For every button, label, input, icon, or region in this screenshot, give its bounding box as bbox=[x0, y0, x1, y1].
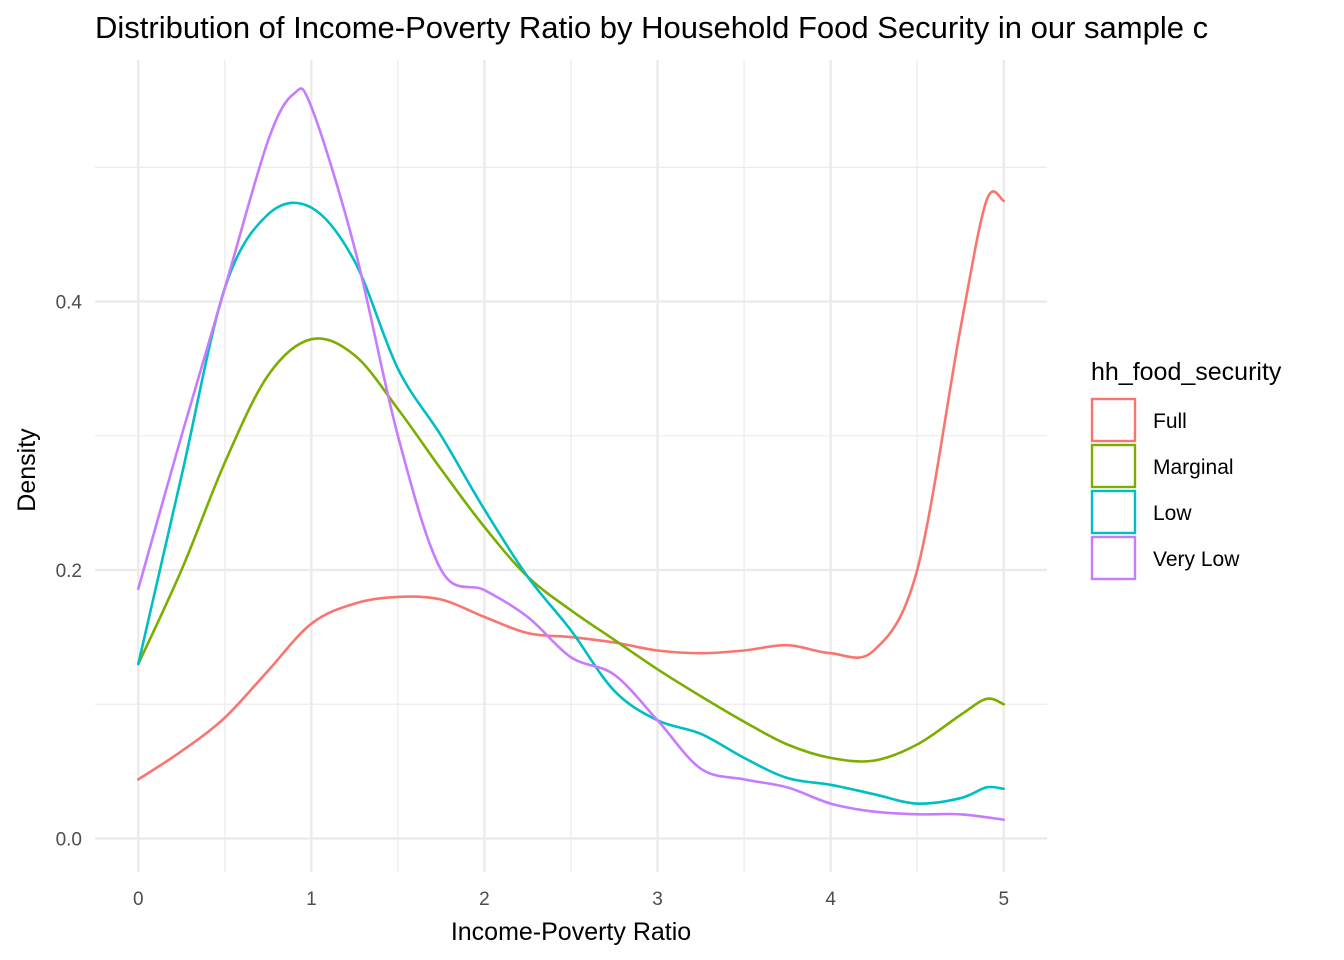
minor-gridlines bbox=[95, 60, 1047, 872]
series-lines bbox=[137, 87, 1005, 821]
density-line-marginal bbox=[137, 337, 1005, 763]
x-tick-label: 1 bbox=[306, 889, 317, 910]
legend-label-low: Low bbox=[1153, 502, 1192, 525]
y-tick-label: 0.4 bbox=[56, 293, 83, 314]
density-line-low bbox=[137, 201, 1005, 805]
legend-label-very-low: Very Low bbox=[1153, 548, 1240, 571]
legend-key-low: Low bbox=[1090, 489, 1192, 535]
legend: hh_food_security Full Marginal Low Very Low bbox=[1090, 358, 1282, 581]
major-gridlines bbox=[95, 60, 1047, 872]
x-tick-label: 3 bbox=[652, 889, 663, 910]
density-line-very-low bbox=[137, 87, 1005, 821]
legend-key-marginal: Marginal bbox=[1090, 443, 1234, 489]
y-tick-label: 0.0 bbox=[56, 829, 82, 850]
x-tick-label: 2 bbox=[479, 889, 490, 910]
legend-title: hh_food_security bbox=[1091, 358, 1282, 386]
x-axis-ticks: 0 1 2 3 4 5 bbox=[133, 889, 1009, 910]
legend-key-very-low: Very Low bbox=[1090, 535, 1240, 581]
y-axis-title: Density bbox=[13, 428, 41, 512]
legend-swatch-low bbox=[1090, 489, 1137, 535]
y-tick-label: 0.2 bbox=[56, 561, 82, 582]
legend-label-marginal: Marginal bbox=[1153, 456, 1234, 479]
legend-key-full: Full bbox=[1090, 397, 1187, 443]
y-axis-ticks: 0.0 0.2 0.4 bbox=[56, 293, 83, 851]
legend-swatch-marginal bbox=[1090, 443, 1137, 489]
x-axis-title: Income-Poverty Ratio bbox=[451, 918, 691, 946]
legend-swatch-full bbox=[1090, 397, 1137, 443]
density-line-full bbox=[137, 190, 1005, 781]
x-tick-label: 5 bbox=[998, 889, 1009, 910]
chart-title: Distribution of Income-Poverty Ratio by … bbox=[95, 10, 1209, 45]
legend-swatch-very-low bbox=[1090, 535, 1137, 581]
x-tick-label: 0 bbox=[133, 889, 144, 910]
legend-label-full: Full bbox=[1153, 410, 1187, 433]
x-tick-label: 4 bbox=[825, 889, 836, 910]
